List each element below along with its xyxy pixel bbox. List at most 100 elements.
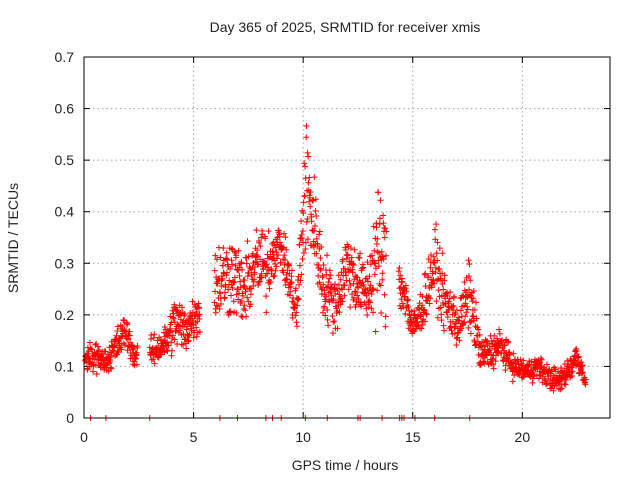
data-point bbox=[297, 277, 304, 284]
data-point bbox=[422, 318, 429, 325]
data-point bbox=[228, 257, 235, 264]
data-point bbox=[237, 278, 244, 285]
data-point bbox=[330, 296, 337, 303]
data-point bbox=[313, 213, 320, 220]
data-point bbox=[582, 376, 589, 383]
data-point bbox=[459, 292, 466, 299]
tick-label-layer: 0 0.1 0.2 0.3 0.4 0.5 0.6 0.7 0 5 10 15 20 bbox=[55, 49, 531, 445]
data-point bbox=[273, 263, 280, 270]
data-point bbox=[91, 356, 98, 363]
y-tick-label: 0.1 bbox=[55, 358, 75, 374]
data-point bbox=[578, 359, 585, 366]
data-point bbox=[241, 282, 248, 289]
data-point bbox=[229, 284, 236, 291]
data-point bbox=[243, 260, 250, 267]
data-point bbox=[440, 322, 447, 329]
data-point bbox=[339, 286, 346, 293]
data-point bbox=[317, 255, 324, 262]
data-point bbox=[342, 246, 349, 253]
data-point bbox=[336, 309, 343, 316]
data-point bbox=[569, 373, 576, 380]
data-point bbox=[108, 353, 115, 360]
data-point bbox=[451, 330, 458, 337]
data-point bbox=[295, 296, 302, 303]
data-point bbox=[382, 252, 389, 259]
data-point bbox=[351, 294, 358, 301]
data-point bbox=[214, 256, 221, 263]
data-point bbox=[431, 280, 438, 287]
data-point bbox=[222, 283, 229, 290]
data-point bbox=[382, 323, 389, 330]
data-point bbox=[464, 306, 471, 313]
data-point bbox=[271, 272, 278, 279]
data-point bbox=[231, 279, 238, 286]
data-point bbox=[572, 347, 579, 354]
data-point bbox=[330, 318, 337, 325]
data-point bbox=[457, 307, 464, 314]
data-point bbox=[402, 310, 409, 317]
data-point bbox=[370, 223, 377, 230]
data-point bbox=[453, 320, 460, 327]
data-point bbox=[313, 250, 320, 257]
data-point bbox=[341, 282, 348, 289]
data-point bbox=[253, 251, 260, 258]
data-point bbox=[107, 357, 114, 364]
data-point bbox=[214, 280, 221, 287]
data-point bbox=[411, 311, 418, 318]
data-point bbox=[368, 305, 375, 312]
data-point bbox=[226, 277, 233, 284]
data-point bbox=[578, 370, 585, 377]
data-point bbox=[423, 311, 430, 318]
plot-frame bbox=[83, 56, 611, 419]
data-point bbox=[519, 374, 526, 381]
data-point bbox=[314, 241, 321, 248]
data-point bbox=[347, 245, 354, 252]
data-point bbox=[529, 379, 536, 386]
data-point bbox=[212, 309, 219, 316]
data-point bbox=[88, 346, 95, 353]
data-point bbox=[434, 314, 441, 321]
data-point bbox=[491, 332, 498, 339]
data-point bbox=[379, 276, 386, 283]
data-point bbox=[372, 328, 379, 335]
data-point bbox=[294, 323, 301, 330]
data-point bbox=[94, 343, 101, 350]
data-point bbox=[351, 288, 358, 295]
data-point bbox=[496, 330, 503, 337]
data-point bbox=[129, 346, 136, 353]
data-point bbox=[189, 309, 196, 316]
data-point bbox=[347, 304, 354, 311]
data-point bbox=[148, 331, 155, 338]
data-point bbox=[292, 312, 299, 319]
data-point bbox=[164, 338, 171, 345]
data-point bbox=[369, 285, 376, 292]
data-point bbox=[125, 332, 132, 339]
data-point bbox=[249, 250, 256, 257]
data-point bbox=[382, 225, 389, 232]
x-tick-label: 10 bbox=[295, 429, 311, 445]
data-point bbox=[277, 259, 284, 266]
data-point bbox=[302, 245, 309, 252]
data-point bbox=[343, 272, 350, 279]
data-point bbox=[433, 221, 440, 228]
data-point bbox=[292, 285, 299, 292]
data-point bbox=[263, 293, 270, 300]
data-point bbox=[563, 376, 570, 383]
data-point bbox=[441, 327, 448, 334]
y-tick-label: 0.2 bbox=[55, 307, 75, 323]
data-point bbox=[300, 250, 307, 257]
data-point bbox=[500, 354, 507, 361]
data-point bbox=[218, 301, 225, 308]
data-point bbox=[371, 260, 378, 267]
data-point bbox=[311, 227, 318, 234]
data-point bbox=[250, 283, 257, 290]
data-point bbox=[475, 326, 482, 333]
data-point bbox=[367, 299, 374, 306]
data-point bbox=[377, 282, 384, 289]
data-point bbox=[233, 252, 240, 259]
data-point bbox=[399, 300, 406, 307]
data-point bbox=[517, 356, 524, 363]
data-point bbox=[579, 362, 586, 369]
data-point bbox=[334, 325, 341, 332]
data-point bbox=[563, 372, 570, 379]
